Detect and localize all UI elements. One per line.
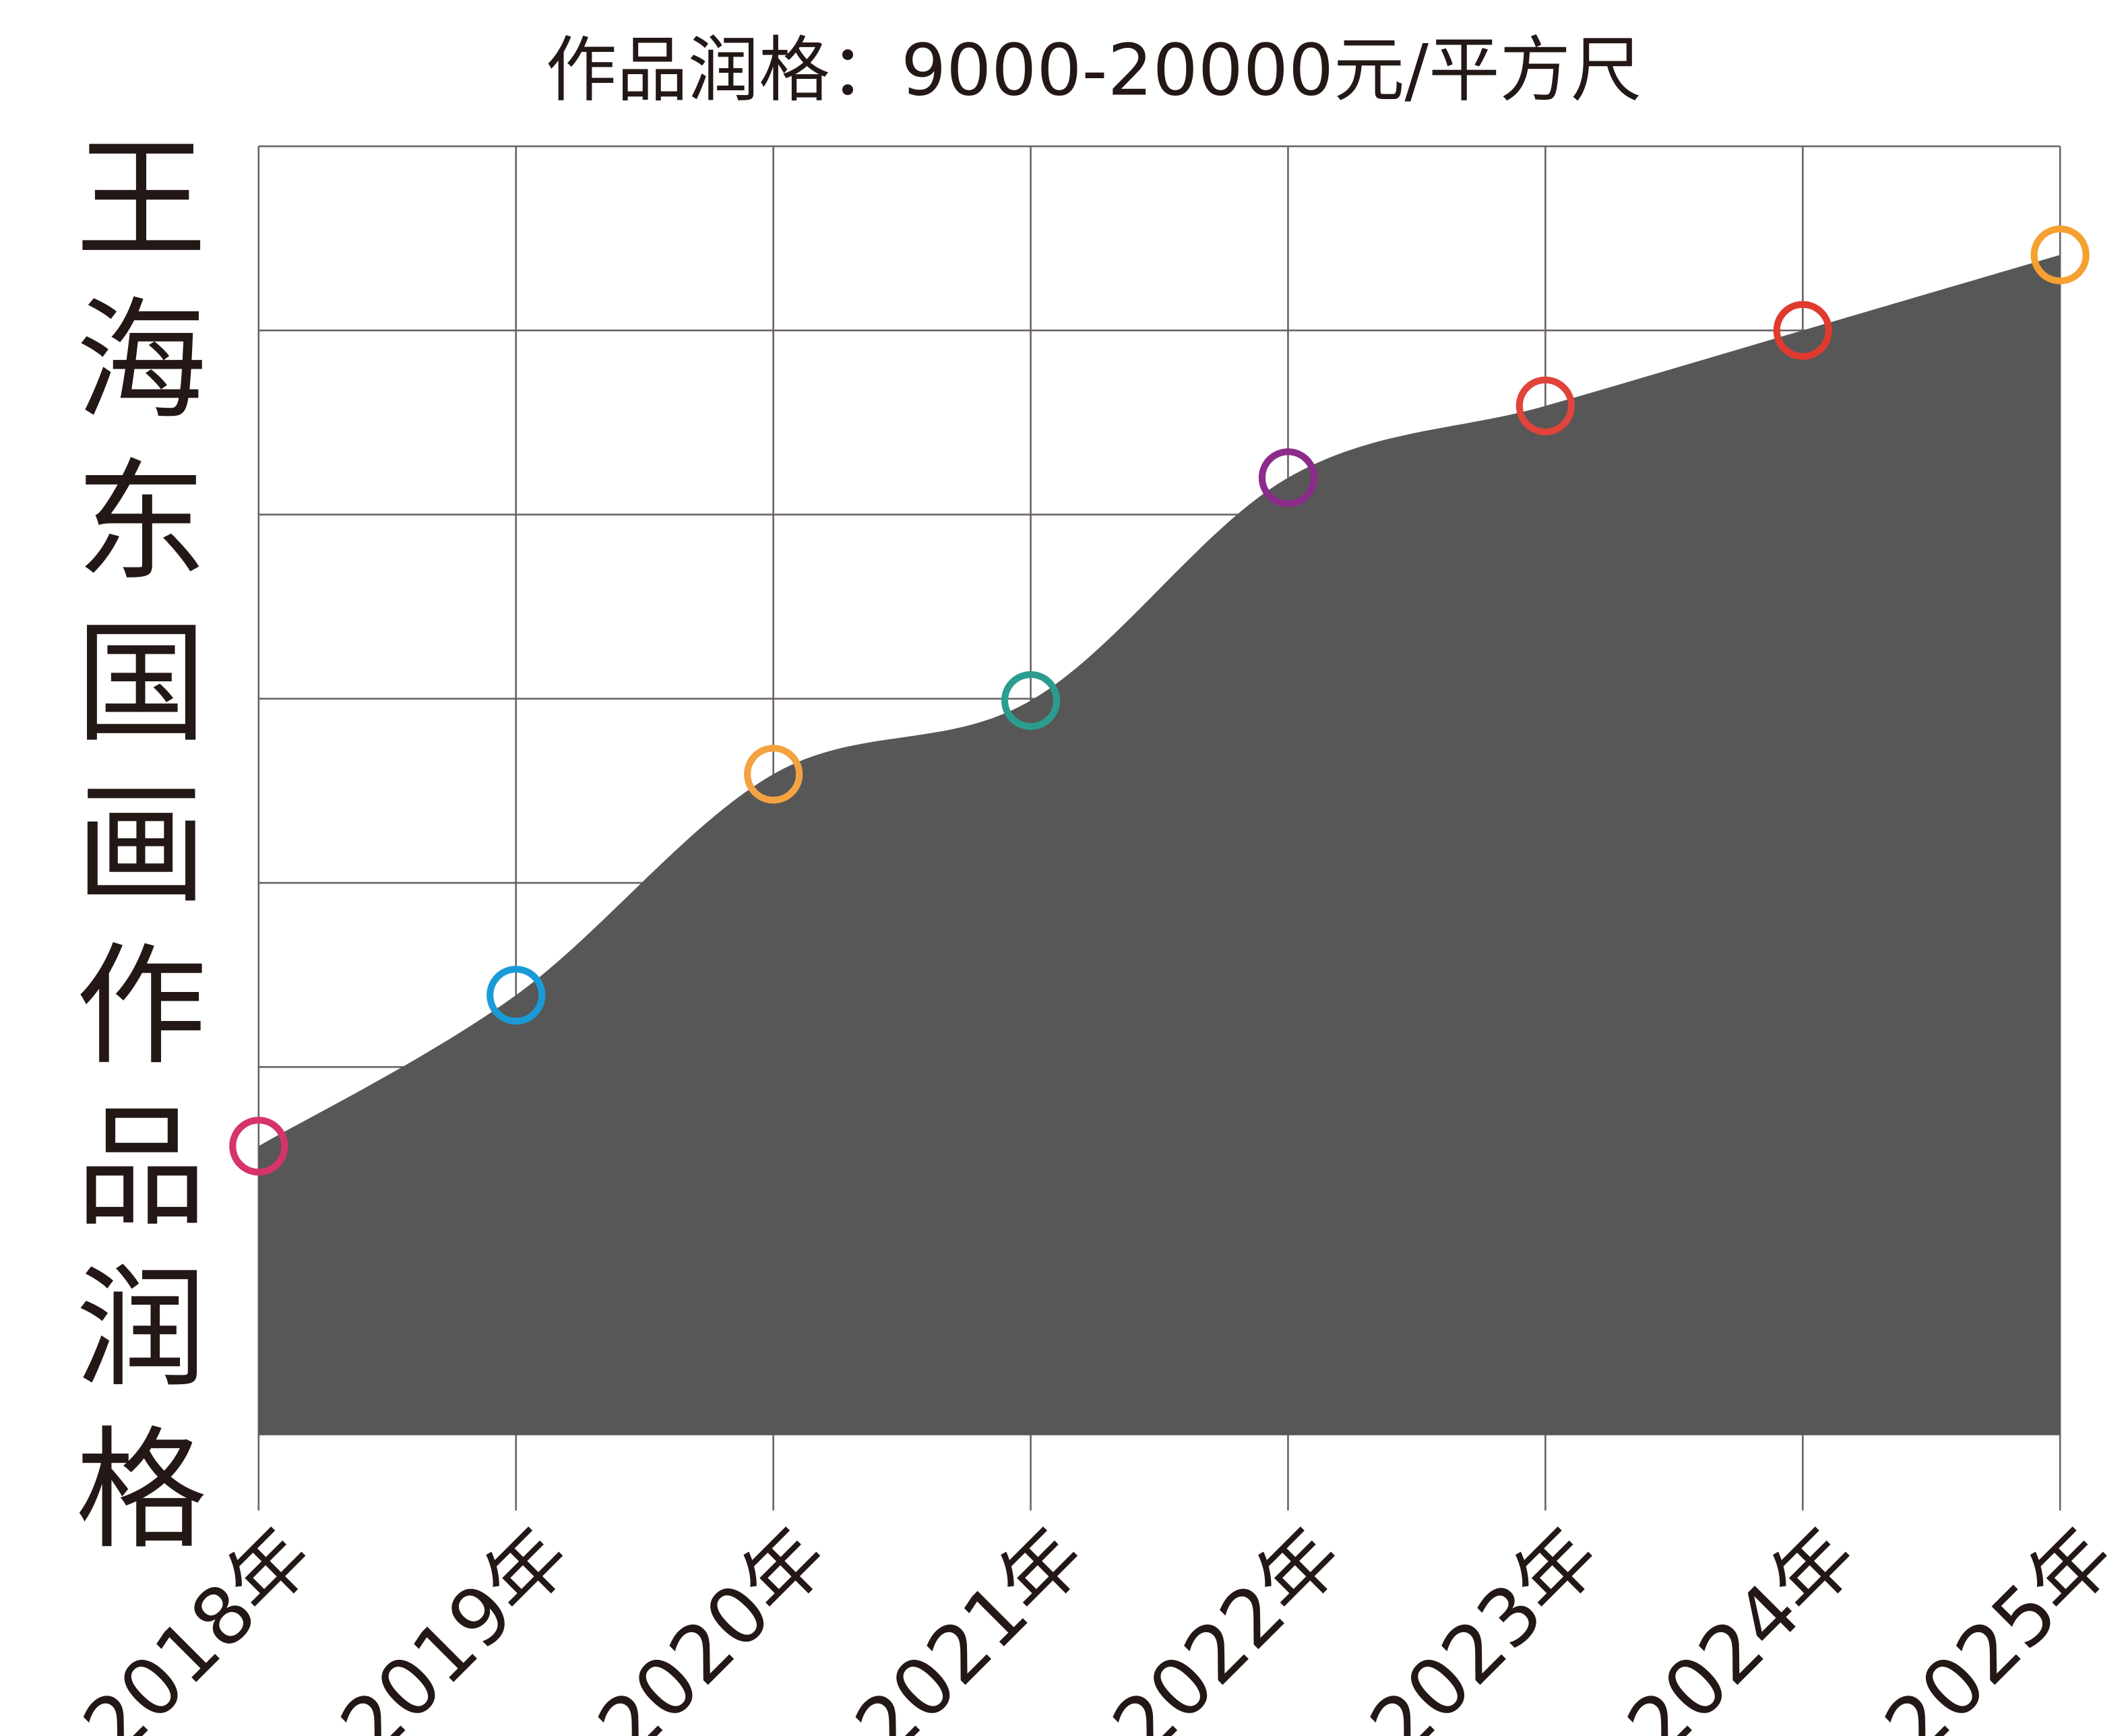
x-tick-label: 2025年	[1867, 1510, 2126, 1736]
marker	[1001, 671, 1061, 731]
side-title: 王海东国画作品润格	[54, 130, 207, 1582]
area	[258, 255, 2061, 1435]
marker	[2030, 225, 2090, 284]
marker	[744, 745, 803, 804]
x-tick-label: 2022年	[1096, 1510, 1360, 1736]
x-tick-label: 2023年	[1352, 1510, 1617, 1736]
x-tick-label: 2019年	[323, 1510, 588, 1736]
marker	[229, 1117, 288, 1176]
marker	[1773, 301, 1832, 360]
marker	[487, 966, 546, 1025]
marker	[1258, 448, 1318, 507]
chart-title: 作品润格：9000-20000元/平方尺	[546, 28, 1642, 111]
x-tick-label: 2020年	[581, 1510, 845, 1736]
x-tick-label: 2024年	[1610, 1510, 1874, 1736]
x-tick-label: 2021年	[838, 1510, 1102, 1736]
marker	[1515, 376, 1575, 435]
